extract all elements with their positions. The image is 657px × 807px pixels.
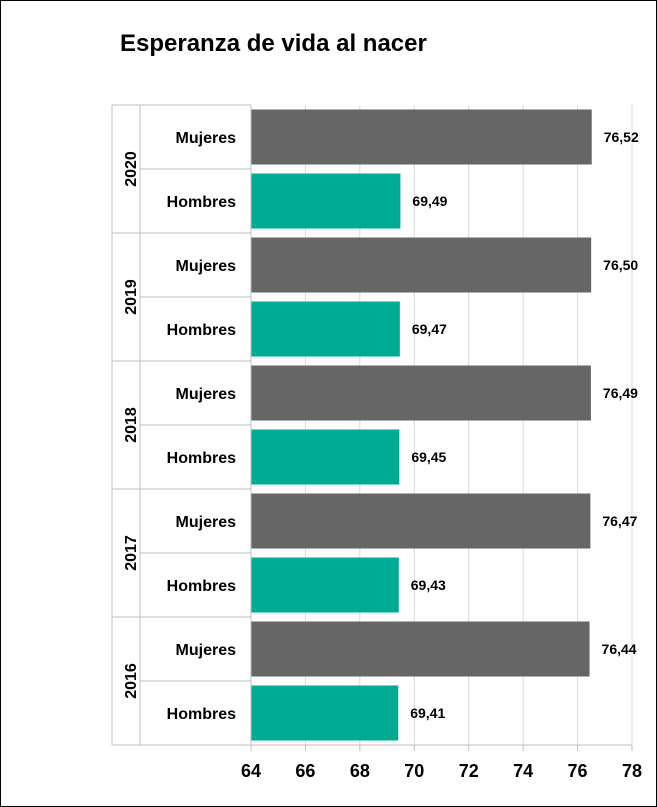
data-label: 76,47: [602, 513, 637, 529]
data-label: 76,52: [604, 129, 639, 145]
year-label: 2018: [123, 407, 140, 443]
bar-2020-hombres: [251, 173, 401, 229]
x-tick-label: 64: [241, 761, 261, 781]
category-label: Mujeres: [176, 258, 237, 275]
category-label: Mujeres: [176, 514, 237, 531]
year-label: 2017: [123, 535, 140, 571]
x-tick-label: 68: [350, 761, 370, 781]
bar-2016-hombres: [251, 685, 399, 741]
category-label: Mujeres: [176, 642, 237, 659]
data-label: 76,50: [603, 257, 638, 273]
x-tick-label: 74: [513, 761, 533, 781]
data-label: 76,49: [603, 385, 638, 401]
category-label: Hombres: [167, 706, 236, 723]
category-label: Hombres: [167, 450, 236, 467]
year-label: 2016: [123, 663, 140, 699]
year-label: 2020: [123, 151, 140, 187]
x-tick-label: 70: [404, 761, 424, 781]
chart-title: Esperanza de vida al nacer: [120, 30, 427, 57]
category-label: Hombres: [167, 194, 236, 211]
bar-2018-hombres: [251, 429, 400, 485]
x-tick-label: 72: [459, 761, 479, 781]
data-label: 69,41: [410, 705, 445, 721]
data-label: 69,47: [412, 321, 447, 337]
category-label: Hombres: [167, 322, 236, 339]
bar-2019-mujeres: [251, 237, 592, 293]
data-label: 69,49: [412, 193, 447, 209]
bar-2017-hombres: [251, 557, 399, 613]
category-label: Hombres: [167, 578, 236, 595]
category-label: Mujeres: [176, 386, 237, 403]
data-label: 69,43: [411, 577, 446, 593]
category-label: Mujeres: [176, 130, 237, 147]
x-tick-label: 66: [295, 761, 315, 781]
bar-2017-mujeres: [251, 493, 591, 549]
bar-2020-mujeres: [251, 109, 592, 165]
bar-2018-mujeres: [251, 365, 591, 421]
data-label: 69,45: [411, 449, 446, 465]
data-label: 76,44: [602, 641, 637, 657]
year-label: 2019: [123, 279, 140, 315]
bar-2019-hombres: [251, 301, 400, 357]
x-tick-label: 76: [568, 761, 588, 781]
bar-2016-mujeres: [251, 621, 590, 677]
x-tick-label: 78: [622, 761, 642, 781]
